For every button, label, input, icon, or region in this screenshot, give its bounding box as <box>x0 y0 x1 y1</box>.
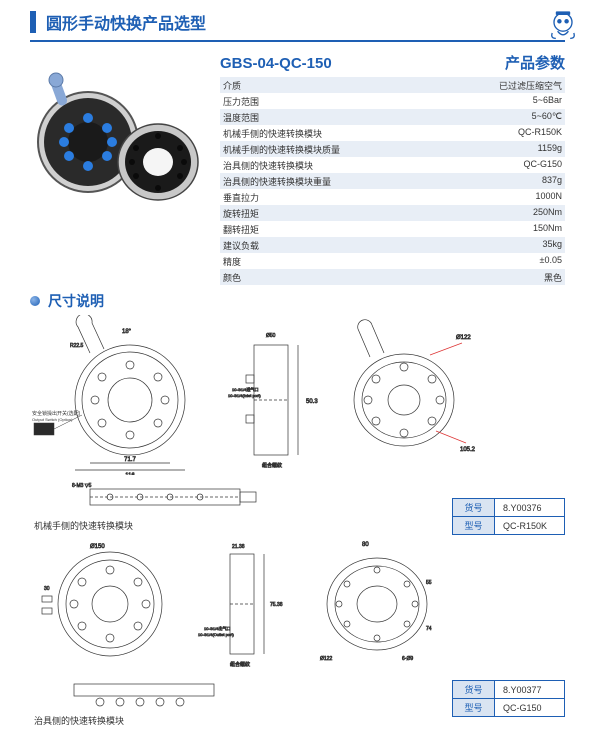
spec-row: 垂直拉力 1000N <box>220 189 565 205</box>
product-image <box>30 52 210 222</box>
spec-label: 翻转扭矩 <box>223 223 259 236</box>
spec-row: 治具侧的快速转换模块 QC-G150 <box>220 157 565 173</box>
svg-text:R22.5: R22.5 <box>70 343 84 349</box>
spec-row: 机械手侧的快速转换模块质量 1159g <box>220 141 565 157</box>
svg-text:10-G1/4(Outlet port): 10-G1/4(Outlet port) <box>198 632 234 637</box>
svg-text:组合螺纹: 组合螺纹 <box>230 661 250 668</box>
spec-value: ±0.05 <box>540 255 562 268</box>
drawing-robot-iso: Ø122 105.2 <box>332 315 482 475</box>
spec-value: QC-G150 <box>523 159 562 172</box>
spec-row: 旋转扭矩 250Nm <box>220 205 565 221</box>
mascot-icon <box>545 6 581 42</box>
svg-text:10-G1/4出气口: 10-G1/4出气口 <box>204 625 230 631</box>
svg-text:116: 116 <box>125 473 135 475</box>
drawing-tool-section <box>60 678 240 710</box>
spec-value: 837g <box>542 175 562 188</box>
spec-label: 治具侧的快速转换模块重量 <box>223 175 331 188</box>
header-underline <box>30 40 565 42</box>
spec-label: 温度范围 <box>223 111 259 124</box>
spec-row: 颜色 黑色 <box>220 269 565 285</box>
top-section: GBS-04-QC-150 产品参数 介质已过滤压缩空气压力范围5~6Bar温度… <box>0 52 595 285</box>
svg-text:Output Switch (Option): Output Switch (Option) <box>32 417 73 422</box>
info2-model-label: 型号 <box>453 699 495 717</box>
info-table-robot: 货号 8.Y00376 型号 QC-R150K <box>452 498 565 535</box>
svg-text:71.7: 71.7 <box>124 457 136 463</box>
spec-row: 翻转扭矩 150Nm <box>220 221 565 237</box>
info2-partno-label: 货号 <box>453 681 495 699</box>
spec-value: 1159g <box>538 143 562 156</box>
drawing-robot-front: 71.7 116 18° R22.5 安全锁操出开关(选配) Output Sw… <box>30 315 220 475</box>
page-header: 圆形手动快换产品选型 <box>0 0 595 40</box>
dimensions-title: 尺寸说明 <box>48 291 104 311</box>
model-number: GBS-04-QC-150 <box>220 55 332 72</box>
spec-value: 5~60℃ <box>532 111 562 124</box>
header-accent-bar <box>30 11 36 33</box>
info1-partno: 8.Y00376 <box>495 499 565 517</box>
spec-panel: GBS-04-QC-150 产品参数 介质已过滤压缩空气压力范围5~6Bar温度… <box>220 52 565 285</box>
spec-label: 旋转扭矩 <box>223 207 259 220</box>
spec-label: 治具侧的快速转换模块 <box>223 159 313 172</box>
spec-row: 建议负载 35kg <box>220 237 565 253</box>
spec-label: 机械手侧的快速转换模块质量 <box>223 143 340 156</box>
svg-text:105.2: 105.2 <box>460 447 476 453</box>
spec-value: 黑色 <box>544 271 562 284</box>
info1-partno-label: 货号 <box>453 499 495 517</box>
drawing-tool-side: 21.38 75.38 10-G1/4出气口 10-G1/4(Outlet po… <box>196 534 296 674</box>
drawing-robot-side: 50.3 Ø50 10-G1/4进气口 10-G1/4(Inlet port) … <box>226 315 326 475</box>
info1-model: QC-R150K <box>495 517 565 535</box>
spec-header: GBS-04-QC-150 产品参数 <box>220 52 565 73</box>
spec-value: QC-R150K <box>518 127 562 140</box>
svg-text:55: 55 <box>426 580 432 586</box>
svg-text:组合螺纹: 组合螺纹 <box>262 462 282 469</box>
svg-text:74: 74 <box>426 626 432 632</box>
spec-label: 压力范围 <box>223 95 259 108</box>
dimensions-header: 尺寸说明 <box>0 285 595 315</box>
spec-row: 介质 已过滤压缩空气 <box>220 77 565 93</box>
spec-table: 介质 已过滤压缩空气压力范围 5~6Bar 温度范围 5~60℃ 机械手侧的快速转换模块 Q… <box>220 77 565 285</box>
svg-text:6·Ø9: 6·Ø9 <box>402 656 413 662</box>
svg-text:50.3: 50.3 <box>306 399 318 405</box>
spec-label: 机械手侧的快速转换模块 <box>223 127 322 140</box>
svg-text:80: 80 <box>362 542 369 548</box>
drawing-tool-front: Ø150 30 <box>30 534 190 674</box>
svg-text:Ø122: Ø122 <box>320 656 332 662</box>
spec-value: 已过滤压缩空气 <box>499 79 562 92</box>
svg-text:10-G1/4进气口: 10-G1/4进气口 <box>232 386 258 392</box>
spec-row: 压力范围 5~6Bar <box>220 93 565 109</box>
spec-row: 温度范围 5~60℃ <box>220 109 565 125</box>
spec-row: 机械手侧的快速转换模块 QC-R150K <box>220 125 565 141</box>
spec-label: 颜色 <box>223 271 241 284</box>
spec-row: 治具侧的快速转换模块重量 837g <box>220 173 565 189</box>
svg-text:30: 30 <box>44 586 50 592</box>
spec-value: 5~6Bar <box>533 95 562 108</box>
spec-value: 1000N <box>535 191 562 204</box>
spec-row: 精度 ±0.05 <box>220 253 565 269</box>
bullet-icon <box>30 296 40 306</box>
svg-text:10-G1/4(Inlet port): 10-G1/4(Inlet port) <box>228 393 261 398</box>
drawing-tool-iso: 80 55 74 Ø122 6·Ø9 <box>302 534 452 674</box>
page-title: 圆形手动快换产品选型 <box>46 10 206 34</box>
svg-text:Ø150: Ø150 <box>90 544 105 550</box>
svg-text:75.38: 75.38 <box>270 602 283 608</box>
svg-text:Ø122: Ø122 <box>456 335 471 341</box>
spec-title: 产品参数 <box>505 52 565 73</box>
info2-partno: 8.Y00377 <box>495 681 565 699</box>
svg-text:18°: 18° <box>122 329 132 335</box>
spec-label: 垂直拉力 <box>223 191 259 204</box>
svg-text:21.38: 21.38 <box>232 544 245 550</box>
spec-value: 150Nm <box>533 223 562 236</box>
info2-model: QC-G150 <box>495 699 565 717</box>
svg-text:Ø50: Ø50 <box>266 333 276 339</box>
spec-label: 精度 <box>223 255 241 268</box>
spec-value: 250Nm <box>533 207 562 220</box>
svg-text:8·M3 ▽5: 8·M3 ▽5 <box>72 483 92 489</box>
info1-model-label: 型号 <box>453 517 495 535</box>
spec-label: 建议负载 <box>223 239 259 252</box>
svg-text:安全锁操出开关(选配): 安全锁操出开关(选配) <box>32 410 81 417</box>
drawing-robot-section: 8·M3 ▽5 <box>70 479 270 515</box>
spec-label: 介质 <box>223 79 241 92</box>
spec-value: 35kg <box>542 239 562 252</box>
info-table-tool: 货号 8.Y00377 型号 QC-G150 <box>452 680 565 717</box>
